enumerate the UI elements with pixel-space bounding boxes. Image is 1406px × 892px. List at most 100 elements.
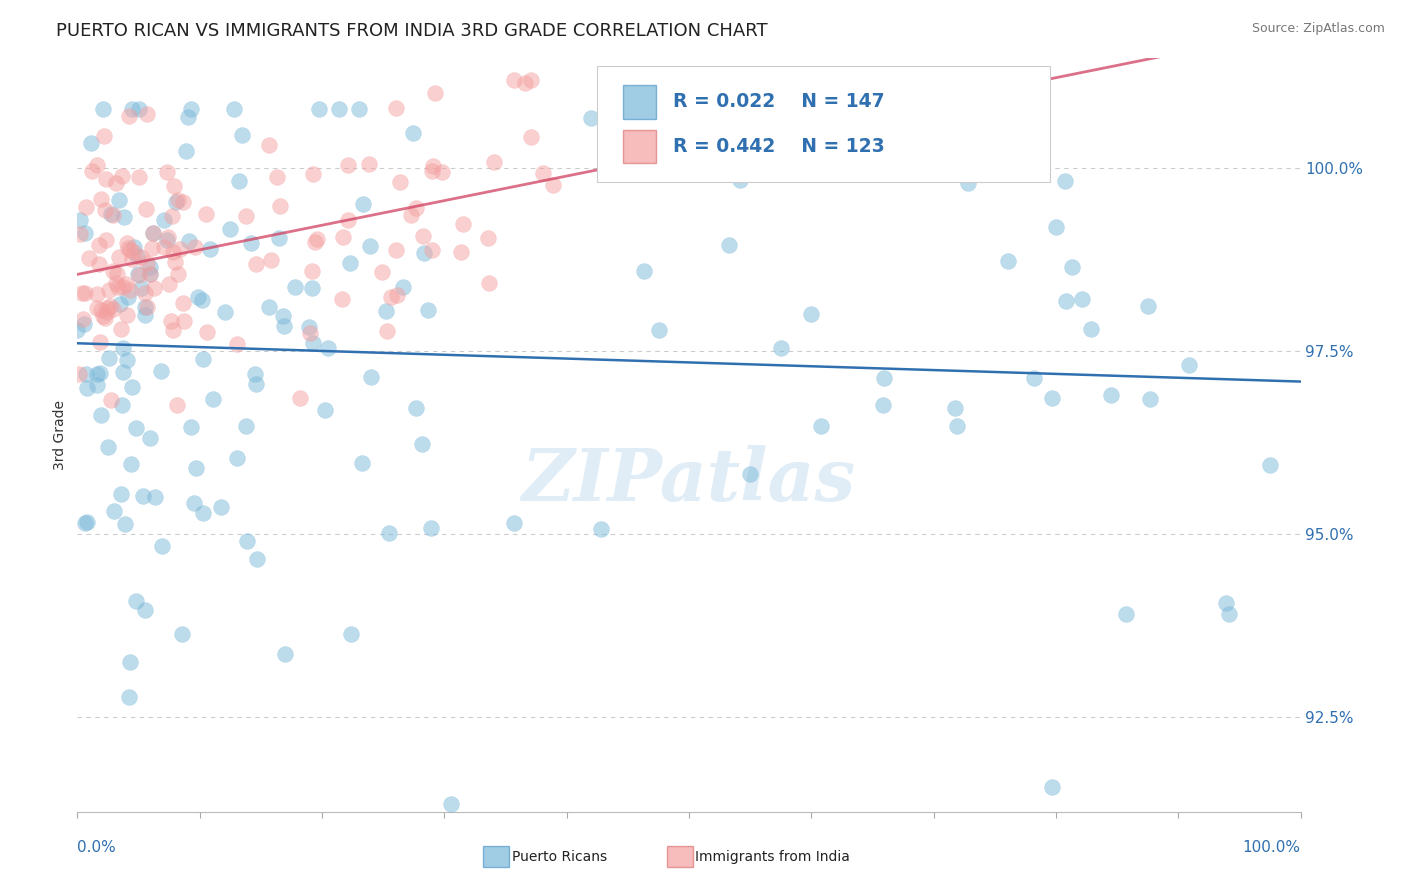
Point bbox=[359, 156, 381, 170]
Point bbox=[98, 299, 121, 313]
Point bbox=[107, 193, 129, 207]
Point bbox=[107, 280, 129, 294]
Point bbox=[75, 367, 97, 381]
Point bbox=[451, 217, 474, 231]
Point bbox=[377, 324, 399, 338]
FancyBboxPatch shape bbox=[598, 65, 1050, 182]
Point bbox=[139, 267, 162, 281]
Point bbox=[134, 309, 156, 323]
Point bbox=[273, 647, 295, 661]
Point bbox=[118, 283, 141, 297]
Point bbox=[332, 230, 354, 244]
Point bbox=[134, 286, 156, 301]
Text: R = 0.022    N = 147: R = 0.022 N = 147 bbox=[673, 93, 884, 112]
Point bbox=[100, 207, 122, 221]
Point bbox=[118, 243, 141, 257]
Point bbox=[872, 371, 894, 385]
Point bbox=[218, 222, 240, 236]
Point bbox=[89, 335, 111, 350]
Point bbox=[541, 178, 564, 192]
Point bbox=[166, 398, 188, 412]
Point bbox=[273, 318, 295, 333]
Point bbox=[80, 136, 103, 151]
Text: ZIPatlas: ZIPatlas bbox=[522, 444, 856, 516]
FancyBboxPatch shape bbox=[623, 130, 657, 163]
Point bbox=[503, 516, 526, 530]
Point bbox=[169, 243, 191, 257]
Point bbox=[1218, 607, 1240, 621]
Point bbox=[304, 235, 326, 249]
Point bbox=[134, 603, 156, 617]
Point bbox=[581, 111, 603, 125]
Point bbox=[430, 165, 453, 179]
Point bbox=[73, 317, 96, 331]
Point bbox=[115, 235, 138, 250]
Point bbox=[301, 336, 323, 351]
Point bbox=[257, 300, 280, 314]
Point bbox=[157, 277, 180, 291]
Point bbox=[269, 199, 291, 213]
FancyBboxPatch shape bbox=[666, 847, 693, 868]
Point bbox=[149, 364, 172, 378]
Point bbox=[422, 159, 444, 173]
Point bbox=[118, 109, 141, 123]
Point bbox=[520, 130, 543, 145]
Point bbox=[114, 516, 136, 531]
Point bbox=[177, 234, 200, 248]
Point bbox=[606, 106, 628, 120]
Point bbox=[392, 279, 415, 293]
Point bbox=[86, 301, 108, 315]
Point bbox=[957, 177, 980, 191]
Point bbox=[298, 320, 321, 334]
Point bbox=[115, 277, 138, 291]
Point bbox=[1139, 392, 1161, 406]
Point bbox=[90, 408, 112, 422]
Point bbox=[111, 169, 134, 183]
Point bbox=[167, 267, 190, 281]
Point bbox=[1070, 293, 1092, 307]
Point bbox=[377, 526, 399, 541]
Point bbox=[245, 257, 267, 271]
Point bbox=[94, 171, 117, 186]
Point bbox=[235, 209, 257, 223]
Point bbox=[136, 107, 159, 121]
Point bbox=[228, 174, 250, 188]
Point bbox=[143, 490, 166, 504]
Point bbox=[728, 173, 751, 187]
Point bbox=[134, 300, 156, 314]
Point bbox=[1080, 322, 1102, 336]
Point bbox=[267, 231, 290, 245]
Text: Immigrants from India: Immigrants from India bbox=[695, 850, 851, 864]
Point bbox=[69, 227, 91, 241]
Point bbox=[127, 267, 149, 281]
Point bbox=[142, 226, 165, 240]
Point bbox=[1099, 388, 1122, 402]
Point bbox=[184, 240, 207, 254]
Point bbox=[337, 158, 360, 172]
Point bbox=[80, 163, 103, 178]
Point bbox=[412, 229, 434, 244]
Point bbox=[371, 265, 394, 279]
Point bbox=[141, 241, 163, 255]
Point bbox=[89, 366, 111, 380]
Point bbox=[301, 280, 323, 294]
Point bbox=[136, 256, 159, 270]
Point bbox=[96, 305, 118, 319]
Point bbox=[176, 111, 198, 125]
Point bbox=[284, 279, 307, 293]
Point bbox=[129, 251, 152, 265]
Point bbox=[125, 594, 148, 608]
Point bbox=[520, 73, 543, 87]
Point bbox=[111, 341, 134, 355]
Point bbox=[288, 391, 311, 405]
Point bbox=[1115, 607, 1137, 621]
Point bbox=[1040, 391, 1063, 405]
Point bbox=[129, 280, 152, 294]
Point bbox=[121, 252, 143, 266]
Point bbox=[193, 352, 215, 367]
Point bbox=[1215, 596, 1237, 610]
Point bbox=[225, 450, 247, 465]
Point bbox=[872, 398, 894, 412]
Point bbox=[187, 290, 209, 304]
Y-axis label: 3rd Grade: 3rd Grade bbox=[53, 400, 67, 470]
